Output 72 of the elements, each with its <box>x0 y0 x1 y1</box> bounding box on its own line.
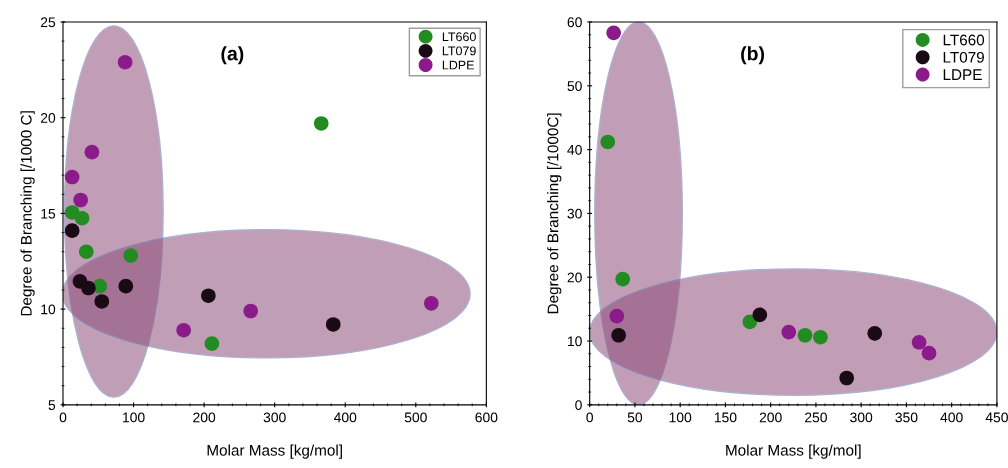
point <box>752 307 768 323</box>
y-tick-label: 20 <box>40 113 56 123</box>
point <box>867 326 883 341</box>
point <box>204 336 220 351</box>
annotation: (b) <box>741 46 765 65</box>
y-tick-label: 40 <box>567 144 582 155</box>
point <box>911 335 927 350</box>
x-tick-label: 500 <box>404 412 427 423</box>
legend-label: LT079 <box>943 51 984 63</box>
point <box>81 280 96 296</box>
x-tick-label: 350 <box>895 412 918 423</box>
point <box>73 192 88 208</box>
point <box>424 296 439 311</box>
point <box>78 244 94 259</box>
x-axis-title: Molar Mass [kg/mol] <box>207 444 342 459</box>
y-tick-label: 10 <box>568 336 582 347</box>
y-tick-label: 10 <box>41 304 56 315</box>
legend-label: LT660 <box>442 32 476 42</box>
x-tick-label: 100 <box>669 412 692 423</box>
point <box>123 248 139 263</box>
point <box>606 25 621 41</box>
point <box>74 210 90 226</box>
y-axis-title: Degree of Branching [/1000C] <box>547 113 562 314</box>
x-tick-label: 300 <box>850 412 873 423</box>
legend-label: LDPE <box>442 60 474 70</box>
y-tick-label: 25 <box>40 17 56 28</box>
point <box>243 303 258 319</box>
x-tick-label: 600 <box>475 412 498 423</box>
point <box>781 324 797 340</box>
point <box>84 144 100 160</box>
x-tick-label: 300 <box>263 412 286 423</box>
x-tick-label: 0 <box>59 412 67 423</box>
point <box>118 278 134 294</box>
point <box>615 271 630 287</box>
point <box>839 370 854 386</box>
x-tick-label: 450 <box>985 412 1008 423</box>
y-tick-label: 15 <box>41 208 56 219</box>
annotation: (a) <box>221 46 244 65</box>
point <box>600 134 616 150</box>
legend-label: LDPE <box>943 69 982 80</box>
x-axis-title: Molar Mass [kg/mol] <box>726 444 861 459</box>
point <box>117 54 133 70</box>
x-tick-label: 250 <box>805 412 827 423</box>
point <box>609 308 625 324</box>
x-tick-label: 400 <box>940 412 963 423</box>
y-tick-label: 20 <box>567 272 582 283</box>
point <box>611 327 626 343</box>
x-tick-label: 200 <box>193 412 216 423</box>
x-tick-label: 150 <box>714 412 737 423</box>
point <box>313 116 329 131</box>
point <box>201 288 216 304</box>
y-tick-label: 5 <box>48 400 56 410</box>
x-tick-label: 100 <box>123 412 145 423</box>
x-tick-label: 50 <box>627 412 643 423</box>
y-tick-label: 0 <box>575 400 582 410</box>
point <box>813 329 828 345</box>
y-tick-label: 30 <box>567 208 582 219</box>
y-tick-label: 50 <box>567 81 582 91</box>
x-tick-label: 400 <box>333 412 357 423</box>
x-tick-label: 0 <box>586 412 593 423</box>
point <box>797 327 813 343</box>
point <box>325 317 341 332</box>
point <box>176 322 191 338</box>
y-axis-title: Degree of Branching [/1000 C] <box>20 111 35 316</box>
y-tick-label: 60 <box>567 17 582 28</box>
point <box>94 294 110 309</box>
legend-label: LT079 <box>442 46 476 56</box>
point <box>921 345 937 361</box>
x-tick-label: 200 <box>759 412 782 423</box>
legend-label: LT660 <box>943 34 985 46</box>
point <box>64 169 80 185</box>
point <box>64 223 80 238</box>
